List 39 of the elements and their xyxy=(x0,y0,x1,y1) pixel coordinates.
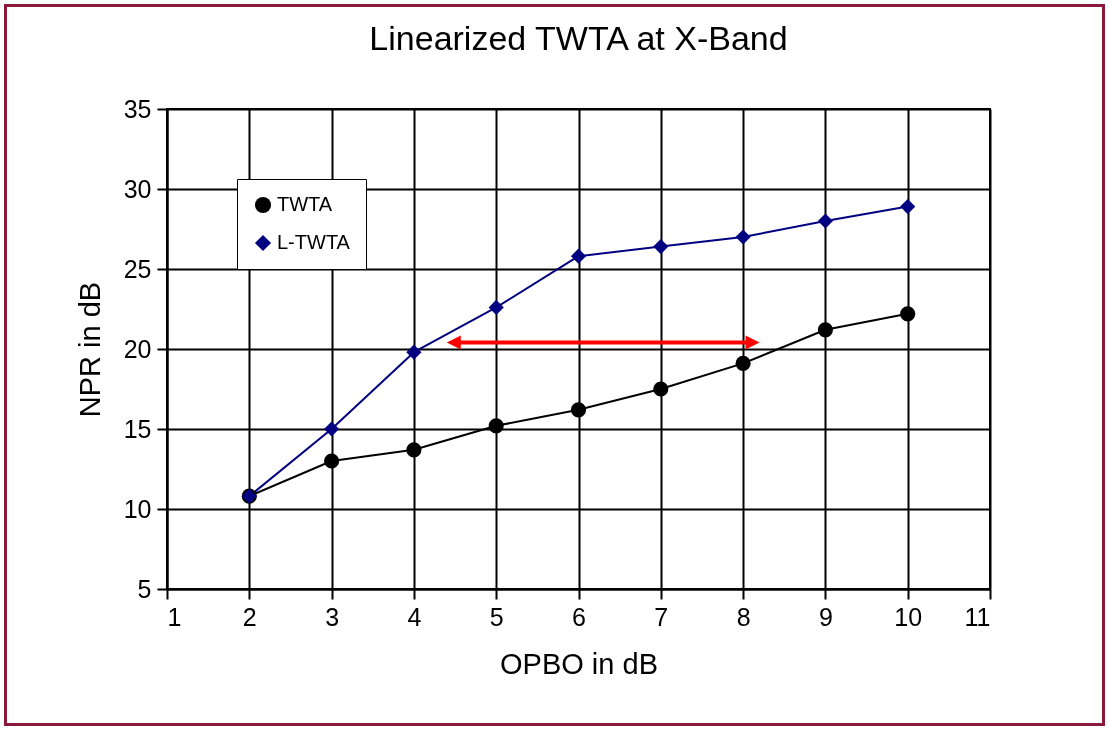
x-tick-label: 1 xyxy=(167,602,182,631)
x-tick-label: 11 xyxy=(964,602,991,631)
y-tick-label: 10 xyxy=(123,494,152,523)
point xyxy=(735,229,751,245)
x-tick-label: 9 xyxy=(818,602,833,631)
point xyxy=(406,344,422,360)
y-tick-label: 15 xyxy=(123,414,152,443)
point xyxy=(735,355,751,371)
chart-title: Linearized TWTA at X-Band xyxy=(369,19,788,57)
point xyxy=(570,248,587,264)
legend-label: TWTA xyxy=(277,193,333,215)
y-axis-title: NPR in dB xyxy=(73,281,106,418)
y-tick-label: 5 xyxy=(137,574,152,603)
point xyxy=(570,402,587,418)
y-tick-label: 35 xyxy=(123,94,152,123)
point xyxy=(324,453,340,469)
point xyxy=(324,421,340,437)
x-tick-label: 6 xyxy=(572,602,586,631)
point xyxy=(653,381,669,397)
point xyxy=(817,322,833,338)
point xyxy=(406,442,422,458)
x-tick-label: 8 xyxy=(736,602,751,631)
point xyxy=(900,306,916,322)
x-tick-label: 10 xyxy=(894,602,923,631)
x-axis-title: OPBO in dB xyxy=(500,647,658,680)
x-tick-label: 5 xyxy=(489,602,504,631)
point xyxy=(488,418,504,434)
point xyxy=(653,239,669,255)
x-tick-label: 4 xyxy=(407,602,422,631)
x-tick-label: 7 xyxy=(654,602,669,631)
x-tick-label: 3 xyxy=(325,602,340,631)
point xyxy=(488,299,504,315)
point xyxy=(817,213,833,229)
y-tick-label: 30 xyxy=(123,174,152,203)
point xyxy=(900,199,916,215)
y-tick-label: 20 xyxy=(123,334,152,363)
y-tick-label: 25 xyxy=(123,254,152,283)
legend-label: L-TWTA xyxy=(277,231,351,253)
x-tick-label: 2 xyxy=(242,602,257,631)
